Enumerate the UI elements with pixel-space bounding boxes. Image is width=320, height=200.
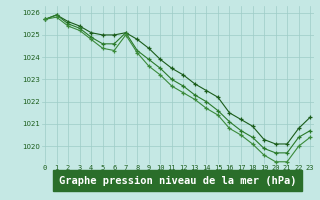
X-axis label: Graphe pression niveau de la mer (hPa): Graphe pression niveau de la mer (hPa) (59, 176, 296, 186)
